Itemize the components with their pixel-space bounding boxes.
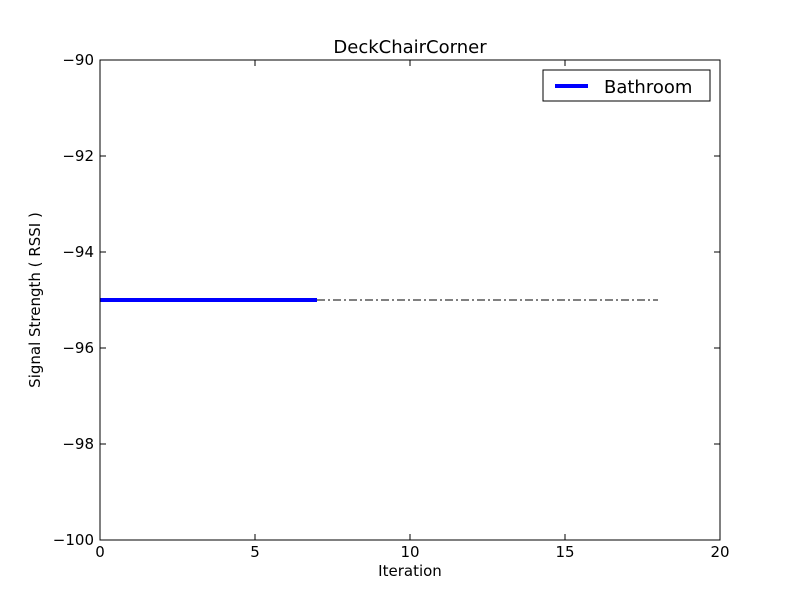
x-tick-label: 15 xyxy=(555,543,574,561)
x-axis-label: Iteration xyxy=(378,562,442,580)
y-tick-label: −100 xyxy=(53,531,94,549)
y-tick-label: −96 xyxy=(62,339,94,357)
x-tick-label: 0 xyxy=(95,543,105,561)
x-tick-label: 5 xyxy=(250,543,260,561)
legend: Bathroom xyxy=(542,69,711,102)
x-axis-ticks: 0 5 10 15 20 xyxy=(95,60,730,561)
x-tick-label: 10 xyxy=(400,543,419,561)
y-tick-label: −90 xyxy=(62,51,94,69)
legend-label-bathroom: Bathroom xyxy=(604,77,692,98)
y-axis-ticks: −90 −92 −94 −96 −98 −100 xyxy=(53,51,720,549)
y-axis-label: Signal Strength ( RSSI ) xyxy=(26,212,44,388)
chart-title: DeckChairCorner xyxy=(333,37,487,58)
y-tick-label: −98 xyxy=(62,435,94,453)
y-tick-label: −92 xyxy=(62,147,94,165)
x-tick-label: 20 xyxy=(710,543,729,561)
y-tick-label: −94 xyxy=(62,243,94,261)
